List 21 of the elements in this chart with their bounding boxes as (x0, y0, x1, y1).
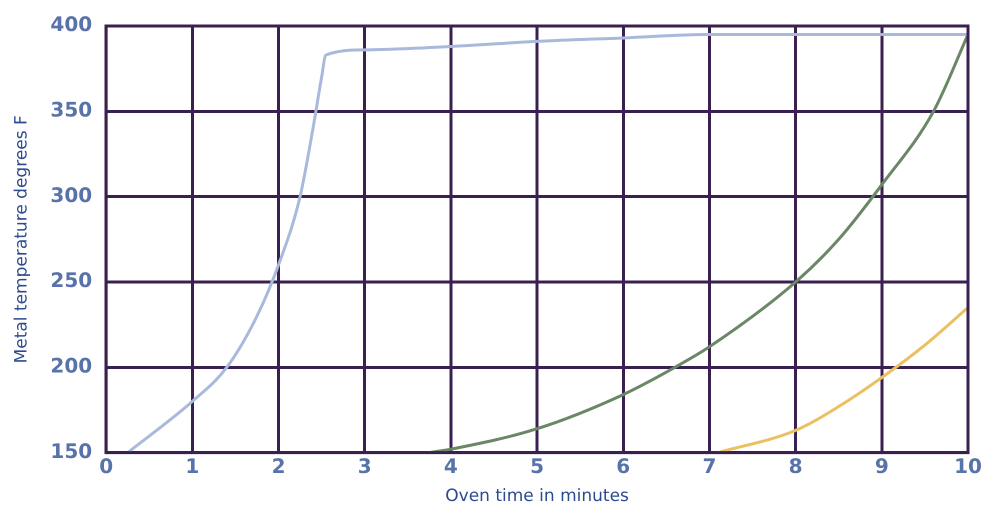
y-tick-label: 150 (50, 438, 92, 463)
x-tick-label: 8 (788, 454, 803, 478)
x-axis-title: Oven time in minutes (445, 486, 630, 506)
y-tick-label: 250 (50, 268, 92, 292)
y-axis-title: Metal temperature degrees F (12, 115, 32, 364)
x-tick-label: 10 (954, 454, 982, 478)
x-tick-label: 6 (616, 454, 630, 478)
y-tick-label: 300 (50, 182, 92, 207)
y-tick-label: 350 (50, 98, 92, 122)
x-tick-label: 3 (358, 454, 372, 478)
line-series (716, 306, 968, 453)
x-tick-label: 0 (99, 454, 114, 478)
y-tick-label: 400 (50, 12, 92, 36)
line-series (126, 33, 968, 453)
x-tick-label: 7 (702, 454, 716, 478)
x-tick-label: 9 (874, 454, 889, 478)
y-tick-label: 200 (50, 353, 92, 378)
x-tick-label: 5 (530, 454, 544, 478)
x-tick-label: 2 (272, 454, 286, 478)
x-tick-label: 4 (444, 454, 458, 478)
x-tick-label: 1 (185, 454, 200, 478)
